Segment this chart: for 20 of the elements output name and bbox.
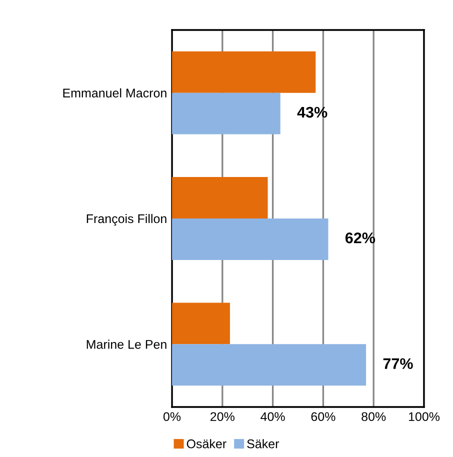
bar: [172, 302, 230, 344]
bar: [172, 92, 280, 134]
x-tick-label: 40%: [260, 412, 285, 422]
legend-label: Osäker: [186, 439, 226, 448]
legend-label: Säker: [247, 439, 280, 448]
data-label: 43%: [297, 106, 328, 118]
bar: [172, 218, 328, 260]
x-tick-label: 20%: [210, 412, 234, 422]
x-tick-label: 60%: [311, 412, 336, 422]
x-tick-label: 0%: [163, 412, 181, 422]
y-tick-label: François Fillon: [86, 214, 166, 226]
data-label: 77%: [383, 358, 413, 369]
y-tick-label: Marine Le Pen: [86, 340, 166, 349]
x-tick-label: 100%: [408, 412, 440, 422]
y-tick-label: Emmanuel Macron: [63, 88, 166, 98]
x-tick-label: 80%: [362, 412, 386, 422]
bar: [172, 344, 366, 386]
bar: [172, 177, 268, 218]
data-label: 62%: [345, 232, 376, 244]
bar: [172, 51, 316, 93]
